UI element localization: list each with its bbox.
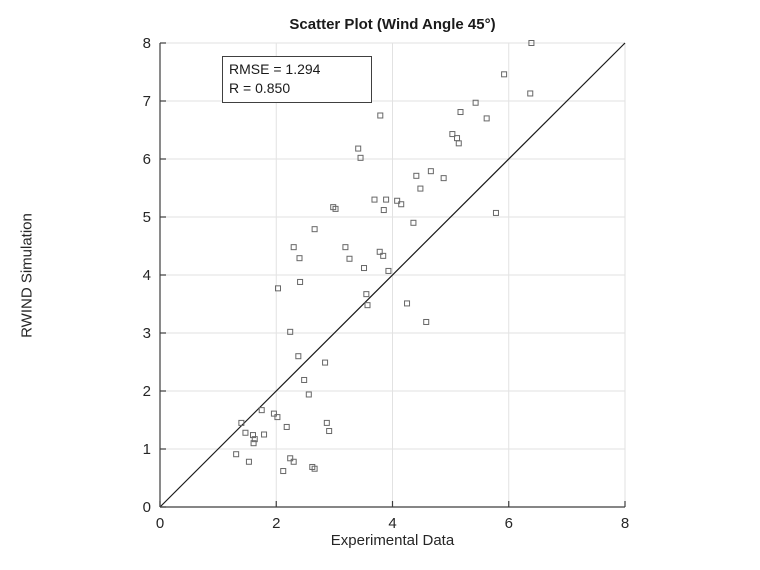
y-tick-label: 2	[143, 383, 151, 400]
scatter-marker	[280, 468, 287, 475]
chart-title: Scatter Plot (Wind Angle 45°)	[289, 16, 496, 33]
scatter-marker	[250, 432, 256, 439]
scatter-marker	[296, 255, 303, 262]
scatter-marker	[355, 145, 362, 152]
scatter-marker	[270, 410, 277, 417]
scatter-marker	[423, 318, 430, 325]
scatter-marker	[383, 196, 390, 203]
scatter-marker	[363, 291, 370, 298]
y-tick-label: 0	[143, 499, 151, 516]
y-tick-label: 5	[143, 209, 151, 226]
identity-line	[159, 42, 626, 508]
scatter-marker	[404, 300, 411, 307]
scatter-marker	[472, 99, 479, 106]
scatter-marker	[250, 440, 257, 447]
scatter-marker	[274, 414, 281, 421]
y-tick-label: 7	[143, 93, 151, 110]
scatter-marker	[297, 278, 304, 285]
scatter-marker	[290, 244, 297, 251]
scatter-marker	[492, 209, 499, 216]
stats-annotation-box: RMSE = 1.294 R = 0.850	[222, 56, 372, 103]
y-tick-label: 6	[143, 151, 151, 168]
scatter-marker	[455, 140, 462, 147]
y-tick-label: 3	[143, 325, 151, 342]
rmse-value: RMSE = 1.294	[229, 61, 321, 77]
scatter-marker	[274, 285, 281, 292]
scatter-marker	[311, 226, 318, 233]
y-tick-label: 4	[143, 267, 151, 284]
x-axis-label: Experimental Data	[330, 532, 455, 549]
scatter-marker	[413, 172, 420, 179]
x-tick-label: 6	[505, 515, 513, 532]
scatter-marker	[457, 109, 464, 116]
scatter-marker	[332, 205, 339, 212]
x-tick-label: 0	[156, 515, 164, 532]
scatter-marker	[305, 391, 312, 398]
scatter-marker	[238, 419, 245, 426]
scatter-marker	[357, 154, 364, 161]
scatter-marker	[261, 431, 268, 438]
scatter-marker	[301, 376, 308, 383]
scatter-marker	[501, 71, 508, 78]
scatter-marker	[376, 248, 383, 255]
scatter-marker	[380, 207, 387, 214]
y-tick-label: 1	[143, 441, 151, 458]
scatter-marker	[233, 451, 240, 458]
scatter-marker	[449, 131, 456, 138]
x-tick-label: 8	[621, 515, 629, 532]
scatter-marker	[323, 419, 330, 426]
scatter-marker	[245, 458, 252, 465]
scatter-marker	[251, 436, 258, 443]
scatter-marker	[417, 185, 424, 192]
scatter-marker	[287, 455, 294, 462]
scatter-marker	[440, 175, 447, 182]
r-value: R = 0.850	[229, 80, 291, 96]
x-tick-label: 2	[272, 515, 280, 532]
scatter-marker	[410, 219, 417, 226]
scatter-marker	[322, 359, 329, 366]
scatter-marker	[283, 423, 290, 430]
scatter-marker	[398, 201, 405, 208]
scatter-marker	[377, 112, 384, 119]
scatter-marker	[527, 90, 534, 97]
scatter-marker	[326, 428, 333, 435]
y-axis-label: RWIND Simulation	[18, 213, 36, 338]
scatter-marker	[290, 458, 297, 465]
scatter-marker	[295, 353, 302, 360]
scatter-marker	[380, 252, 387, 259]
scatter-marker	[427, 168, 434, 175]
scatter-marker	[528, 40, 535, 46]
scatter-marker	[311, 465, 318, 472]
scatter-marker	[287, 328, 294, 335]
scatter-marker	[371, 196, 378, 203]
scatter-marker	[342, 244, 349, 251]
scatter-marker	[364, 302, 371, 309]
scatter-marker	[483, 115, 490, 122]
scatter-marker	[242, 429, 249, 436]
y-tick-label: 8	[143, 35, 151, 52]
scatter-marker	[394, 197, 401, 204]
scatter-marker	[258, 407, 265, 414]
x-tick-label: 4	[388, 515, 396, 532]
scatter-marker	[385, 267, 392, 274]
scatter-marker	[346, 255, 353, 262]
scatter-marker	[361, 265, 368, 272]
